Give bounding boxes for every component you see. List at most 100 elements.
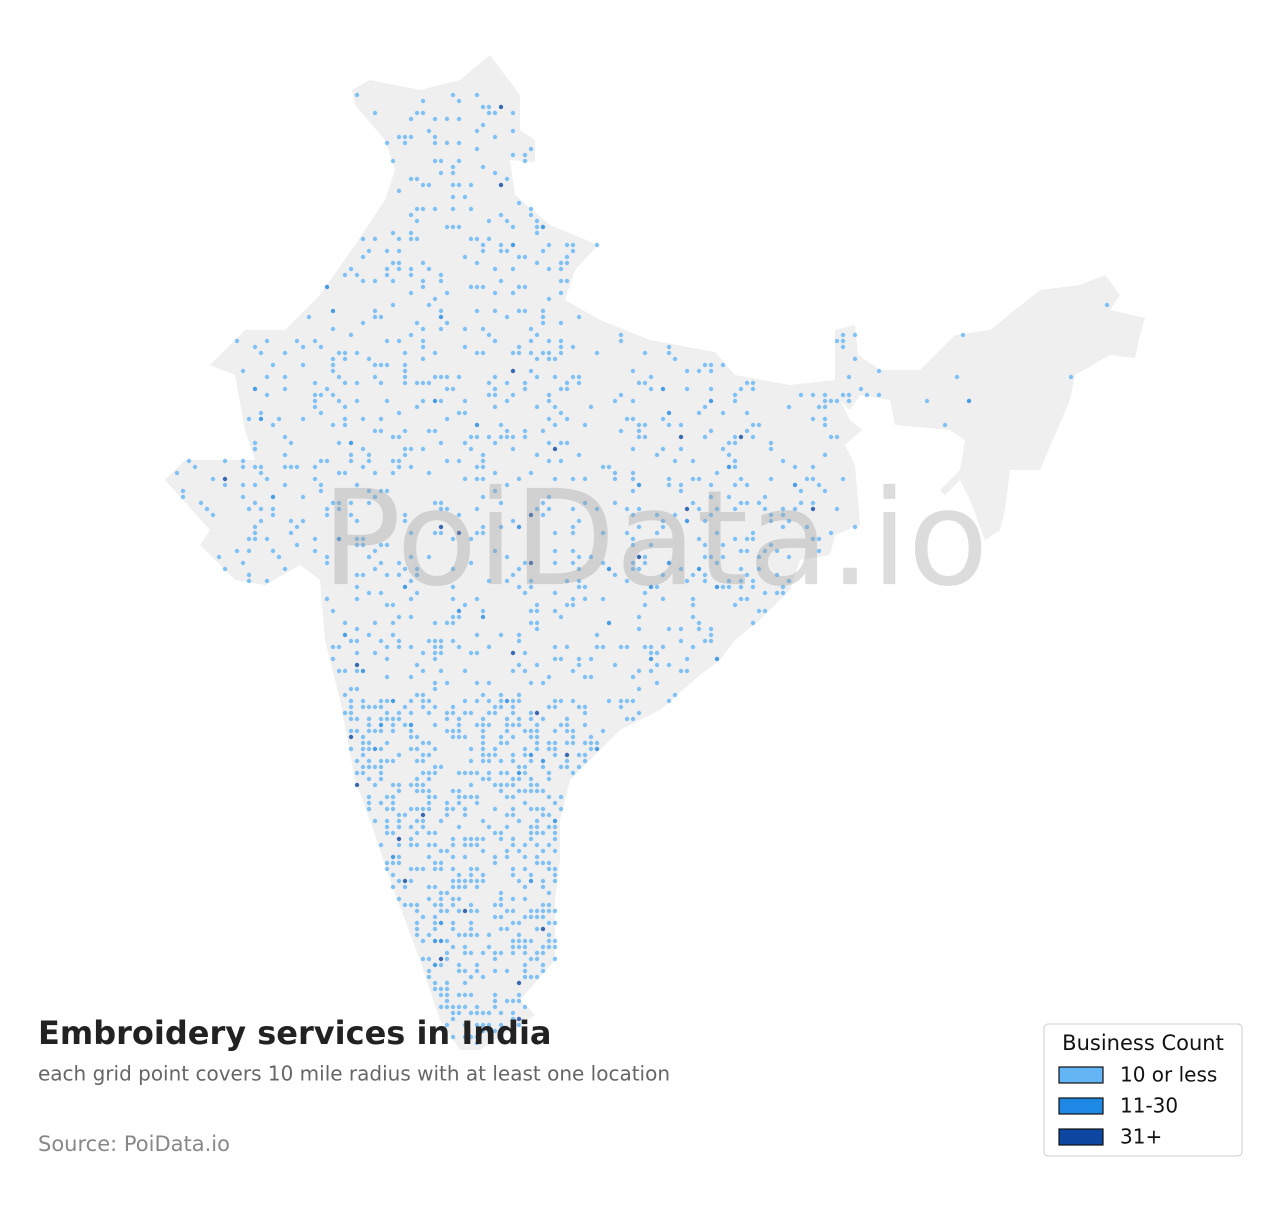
grid-point [480, 848, 486, 854]
grid-point [522, 866, 528, 872]
grid-point [456, 224, 462, 230]
grid-points [174, 92, 1110, 1046]
grid-point [642, 350, 648, 356]
grid-point [642, 434, 648, 440]
grid-point [462, 440, 468, 446]
grid-point [432, 656, 438, 662]
grid-point [462, 770, 468, 776]
grid-point [402, 512, 408, 518]
grid-point [414, 926, 420, 932]
grid-point [504, 578, 510, 584]
grid-point [510, 836, 516, 842]
grid-point [450, 584, 456, 590]
grid-point [528, 578, 534, 584]
grid-point [852, 356, 858, 362]
grid-point [570, 596, 576, 602]
grid-point [378, 764, 384, 770]
grid-point [198, 500, 204, 506]
grid-point [510, 998, 516, 1004]
grid-point [654, 662, 660, 668]
grid-point [690, 476, 696, 482]
grid-point [462, 1022, 468, 1028]
grid-point [564, 716, 570, 722]
grid-point [516, 992, 522, 998]
grid-point [408, 266, 414, 272]
grid-point [474, 632, 480, 638]
grid-point [684, 578, 690, 584]
grid-point [684, 386, 690, 392]
grid-point [516, 350, 522, 356]
grid-point [456, 896, 462, 902]
grid-point [396, 896, 402, 902]
grid-point [522, 788, 528, 794]
grid-point [366, 764, 372, 770]
grid-point [372, 236, 378, 242]
grid-point [378, 776, 384, 782]
grid-point [432, 398, 438, 404]
grid-point [564, 416, 570, 422]
grid-point [378, 428, 384, 434]
grid-point [450, 614, 456, 620]
grid-point [366, 806, 372, 812]
grid-point [426, 428, 432, 434]
grid-point [372, 650, 378, 656]
grid-point [402, 362, 408, 368]
grid-point [270, 548, 276, 554]
grid-point [492, 1028, 498, 1034]
grid-point [450, 836, 456, 842]
grid-point [534, 842, 540, 848]
grid-point [840, 476, 846, 482]
grid-point [708, 386, 714, 392]
grid-point [624, 698, 630, 704]
grid-point [354, 686, 360, 692]
grid-point [600, 560, 606, 566]
grid-point [318, 410, 324, 416]
grid-point [648, 644, 654, 650]
grid-point [492, 752, 498, 758]
grid-point [378, 416, 384, 422]
grid-point [408, 332, 414, 338]
grid-point [426, 266, 432, 272]
grid-point [336, 536, 342, 542]
grid-point [696, 410, 702, 416]
grid-point [552, 836, 558, 842]
grid-point [438, 962, 444, 968]
grid-point [300, 494, 306, 500]
grid-point [552, 848, 558, 854]
grid-point [420, 398, 426, 404]
grid-point [492, 392, 498, 398]
grid-point [384, 818, 390, 824]
grid-point [696, 476, 702, 482]
grid-point [252, 464, 258, 470]
grid-point [426, 788, 432, 794]
grid-point [318, 344, 324, 350]
grid-point [510, 572, 516, 578]
grid-point [522, 386, 528, 392]
grid-point [702, 404, 708, 410]
grid-point [240, 494, 246, 500]
grid-point [438, 866, 444, 872]
grid-point [480, 728, 486, 734]
grid-point [516, 788, 522, 794]
grid-point [636, 710, 642, 716]
grid-point [810, 536, 816, 542]
grid-point [396, 134, 402, 140]
grid-point [546, 350, 552, 356]
grid-point [282, 464, 288, 470]
grid-point [630, 542, 636, 548]
grid-point [444, 140, 450, 146]
grid-point [450, 878, 456, 884]
grid-point [342, 692, 348, 698]
grid-point [468, 1010, 474, 1016]
grid-point [330, 422, 336, 428]
grid-point [780, 458, 786, 464]
grid-point [546, 392, 552, 398]
grid-point [396, 560, 402, 566]
grid-point [438, 314, 444, 320]
grid-point [390, 698, 396, 704]
grid-point [396, 410, 402, 416]
grid-point [408, 290, 414, 296]
grid-point [432, 350, 438, 356]
grid-point [924, 398, 930, 404]
grid-point [384, 248, 390, 254]
